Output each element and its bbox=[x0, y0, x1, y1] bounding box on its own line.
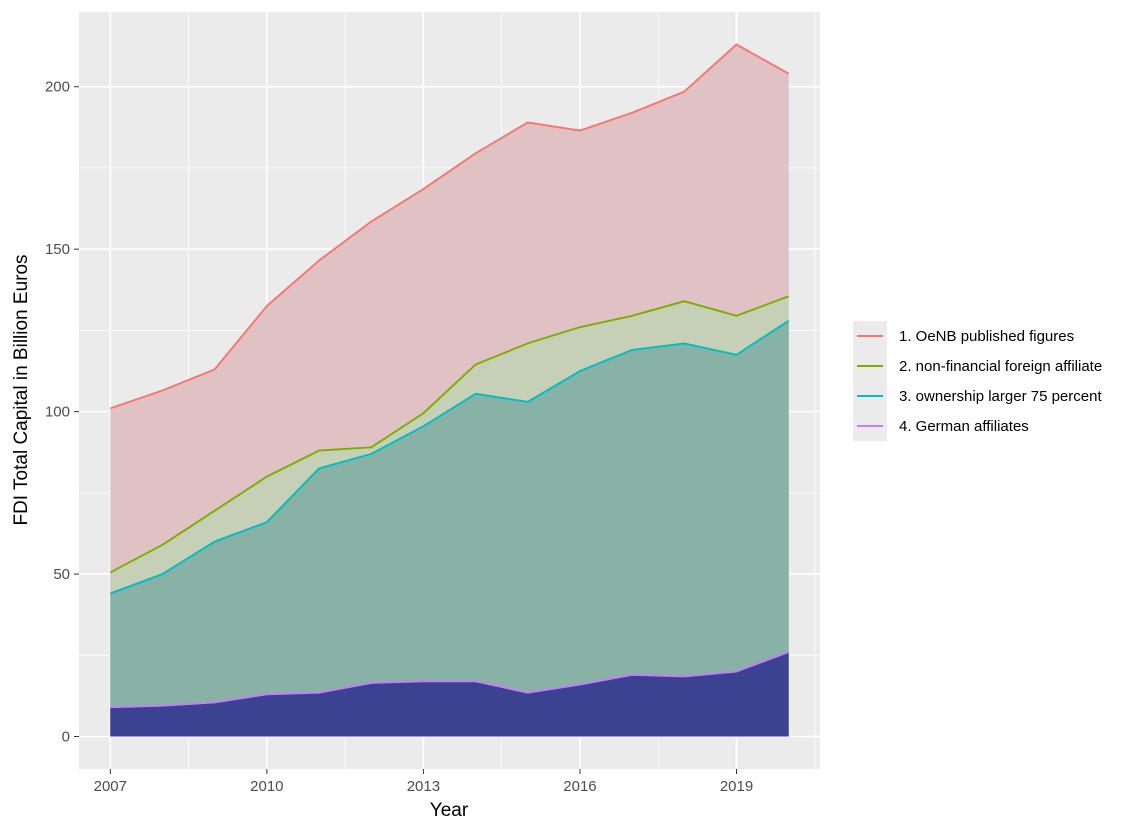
x-axis: 2007 2010 2013 2016 2019 bbox=[94, 769, 753, 795]
legend: 1. OeNB published figures 2. non-financia… bbox=[853, 321, 1102, 441]
x-tick-label: 2019 bbox=[720, 778, 753, 795]
y-tick-label: 0 bbox=[62, 729, 70, 746]
series-area-4 bbox=[110, 652, 789, 737]
x-tick-label: 2007 bbox=[94, 778, 127, 795]
y-tick-label: 150 bbox=[45, 241, 70, 258]
series-areas bbox=[110, 44, 789, 737]
legend-label-3: 3. ownership larger 75 percent bbox=[899, 388, 1102, 405]
y-tick-label: 100 bbox=[45, 404, 70, 421]
legend-label-4: 4. German affiliates bbox=[899, 418, 1029, 435]
series-area-3 bbox=[110, 320, 789, 737]
x-tick-label: 2010 bbox=[250, 778, 283, 795]
y-axis: 0 50 100 150 200 bbox=[45, 79, 79, 746]
x-axis-title: Year bbox=[430, 800, 469, 821]
y-tick-label: 50 bbox=[53, 566, 70, 583]
legend-label-2: 2. non-financial foreign affiliate bbox=[899, 358, 1102, 375]
y-tick-label: 200 bbox=[45, 79, 70, 96]
legend-key-background bbox=[853, 321, 887, 441]
y-axis-title: FDI Total Capital in Billion Euros bbox=[11, 254, 32, 525]
series-line-3 bbox=[109, 319, 790, 595]
x-tick-label: 2016 bbox=[563, 778, 596, 795]
legend-label-1: 1. OeNB published figures bbox=[899, 328, 1074, 345]
x-tick-label: 2013 bbox=[407, 778, 440, 795]
series-line-1 bbox=[110, 43, 790, 410]
series-line-4 bbox=[110, 651, 790, 709]
series-line-2 bbox=[109, 295, 790, 574]
series-lines bbox=[109, 43, 790, 709]
